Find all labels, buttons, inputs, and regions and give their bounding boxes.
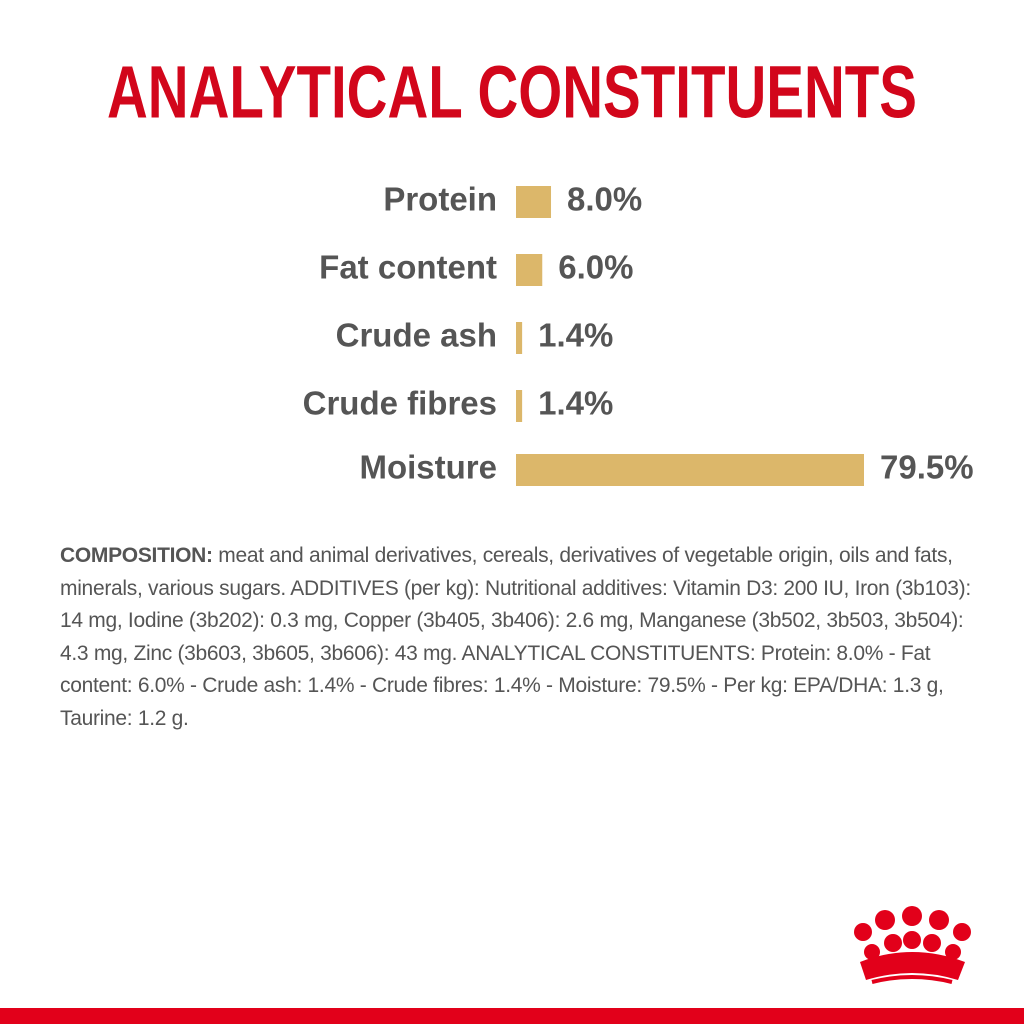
category-label: Crude ash — [336, 317, 497, 354]
composition-text: meat and animal derivatives, cereals, de… — [60, 544, 971, 730]
category-label: Crude fibres — [303, 385, 497, 422]
category-label: Moisture — [359, 449, 497, 486]
bar — [516, 186, 552, 218]
value-label: 1.4% — [538, 385, 613, 422]
composition-label: COMPOSITION: — [60, 544, 213, 567]
bar — [516, 454, 864, 486]
logo — [854, 906, 971, 984]
value-label: 8.0% — [567, 181, 642, 218]
bar — [516, 322, 523, 354]
bar — [516, 254, 543, 286]
footer-band — [0, 1008, 1024, 1024]
chart-title: ANALYTICAL CONSTITUENTS — [107, 51, 917, 134]
value-label: 1.4% — [538, 317, 613, 354]
value-label: 79.5% — [880, 449, 974, 486]
value-label: 6.0% — [558, 249, 633, 286]
composition: COMPOSITION: meat and animal derivatives… — [60, 540, 980, 735]
bar — [516, 390, 523, 422]
category-label: Fat content — [319, 249, 497, 286]
category-label: Protein — [383, 181, 497, 218]
